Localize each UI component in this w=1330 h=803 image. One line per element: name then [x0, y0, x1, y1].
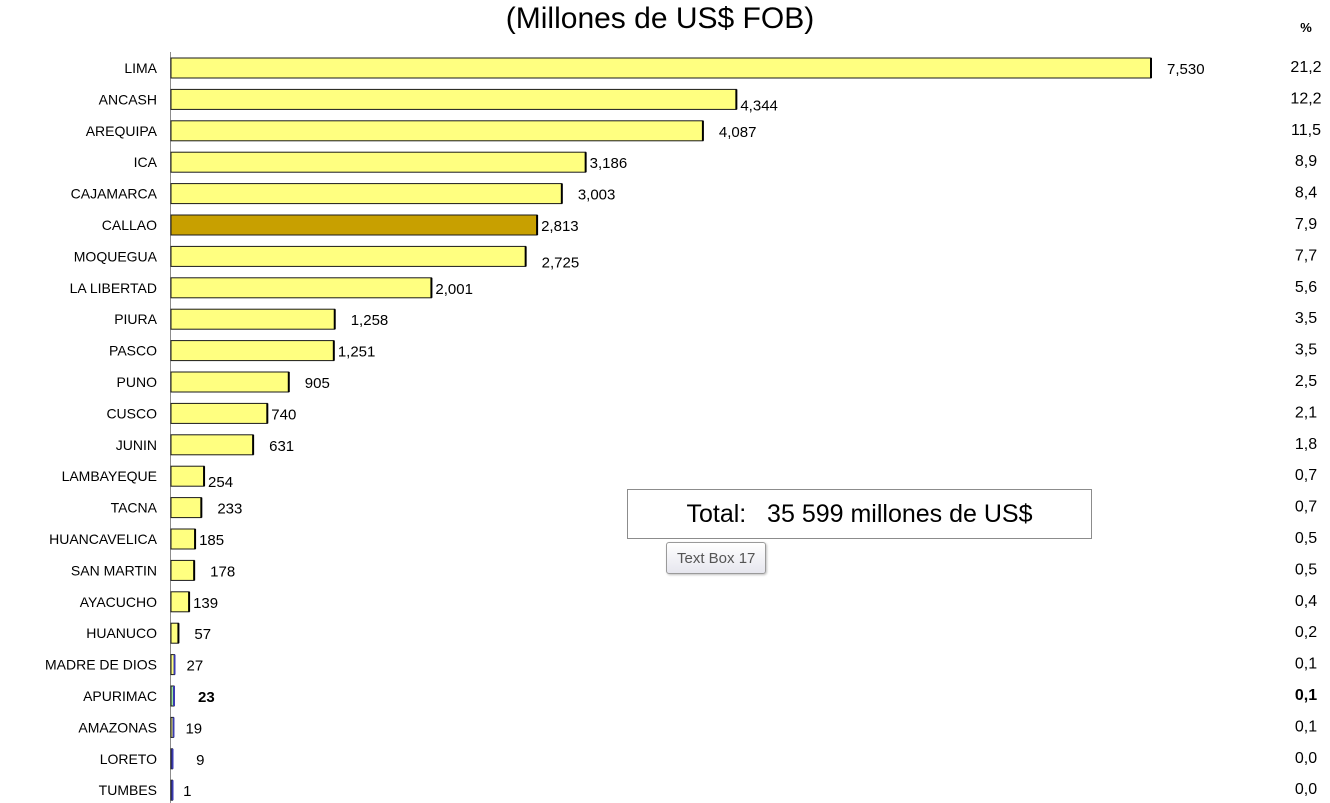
category-label-pasco: PASCO	[109, 343, 157, 359]
percent-label-huanuco: 0,2	[1295, 624, 1317, 641]
percent-label-ica: 8,9	[1295, 153, 1317, 170]
category-label-san-martin: SAN MARTIN	[71, 562, 157, 578]
bar-junin	[170, 434, 254, 456]
category-label-huanuco: HUANUCO	[86, 625, 157, 641]
percent-label-pasco: 3,5	[1295, 342, 1317, 359]
bar-puno	[170, 371, 290, 393]
category-label-ayacucho: AYACUCHO	[80, 594, 157, 610]
percent-label-apurimac: 0,1	[1295, 687, 1317, 704]
bar-tacna	[170, 497, 202, 519]
total-text-box[interactable]: Total: 35 599 millones de US$	[627, 489, 1092, 539]
textbox-tooltip: Text Box 17	[666, 542, 767, 574]
percent-label-tacna: 0,7	[1295, 499, 1317, 516]
category-label-ancash: ANCASH	[99, 91, 157, 107]
category-label-piura: PIURA	[114, 311, 157, 327]
bar-san-martin	[170, 559, 195, 581]
percent-label-lambayeque: 0,7	[1295, 467, 1317, 484]
percent-label-cajamarca: 8,4	[1295, 185, 1317, 202]
percent-label-moquegua: 7,7	[1295, 247, 1317, 264]
percent-label-loreto: 0,0	[1295, 750, 1317, 767]
category-label-la-libertad: LA LIBERTAD	[70, 280, 157, 296]
value-label-tacna: 233	[217, 501, 242, 518]
value-label-loreto: 9	[196, 752, 204, 769]
percent-label-lima: 21,2	[1290, 59, 1321, 76]
chart-title: (Millones de US$ FOB)	[506, 2, 814, 35]
value-label-lima: 7,530	[1167, 61, 1205, 78]
category-label-apurimac: APURIMAC	[83, 688, 157, 704]
bar-piura	[170, 308, 336, 330]
value-label-apurimac: 23	[198, 689, 215, 706]
category-label-moquegua: MOQUEGUA	[74, 248, 158, 264]
value-label-lambayeque: 254	[208, 474, 233, 491]
bar-pasco	[170, 340, 335, 362]
percent-label-callao: 7,9	[1295, 216, 1317, 233]
percent-label-cusco: 2,1	[1295, 404, 1317, 421]
bar-ayacucho	[170, 591, 190, 613]
bar-huancavelica	[170, 528, 196, 550]
percent-label-amazonas: 0,1	[1295, 718, 1317, 735]
category-label-junin: JUNIN	[116, 437, 157, 453]
value-label-callao: 2,813	[541, 218, 579, 235]
percent-label-ancash: 12,2	[1290, 90, 1321, 107]
category-label-tacna: TACNA	[111, 500, 158, 516]
category-label-huancavelica: HUANCAVELICA	[49, 531, 158, 547]
bar-callao	[170, 214, 538, 236]
bar-lambayeque	[170, 465, 205, 487]
value-label-puno: 905	[305, 375, 330, 392]
value-label-la-libertad: 2,001	[435, 281, 473, 298]
value-label-huancavelica: 185	[199, 532, 224, 549]
percent-label-ayacucho: 0,4	[1295, 593, 1317, 610]
bar-ancash	[170, 88, 737, 110]
category-label-amazonas: AMAZONAS	[78, 719, 157, 735]
value-label-madre-de-dios: 27	[187, 658, 204, 675]
value-label-huanuco: 57	[194, 626, 211, 643]
percent-label-arequipa: 11,5	[1291, 122, 1321, 139]
category-label-cajamarca: CAJAMARCA	[71, 186, 158, 202]
value-label-piura: 1,258	[351, 312, 389, 329]
value-label-tumbes: 1	[183, 783, 191, 800]
percent-label-tumbes: 0,0	[1295, 781, 1317, 798]
value-label-ancash: 4,344	[740, 97, 778, 114]
value-label-amazonas: 19	[185, 720, 202, 737]
value-label-ica: 3,186	[590, 155, 628, 172]
bar-huanuco	[170, 622, 179, 644]
category-label-loreto: LORETO	[100, 751, 157, 767]
percent-label-huancavelica: 0,5	[1295, 530, 1317, 547]
percent-label-piura: 3,5	[1295, 310, 1317, 327]
category-label-arequipa: AREQUIPA	[86, 123, 158, 139]
value-label-arequipa: 4,087	[719, 124, 757, 141]
total-label: Total: 35 599 millones de US$	[686, 499, 1033, 528]
bar-la-libertad	[170, 277, 432, 299]
value-label-pasco: 1,251	[338, 344, 376, 361]
category-label-callao: CALLAO	[102, 217, 157, 233]
percent-label-junin: 1,8	[1295, 436, 1317, 453]
category-label-madre-de-dios: MADRE DE DIOS	[45, 657, 157, 673]
percent-column-header: %	[1300, 20, 1312, 35]
percent-label-madre-de-dios: 0,1	[1295, 656, 1317, 673]
value-label-ayacucho: 139	[193, 595, 218, 612]
category-label-cusco: CUSCO	[106, 405, 157, 421]
tooltip-label: Text Box 17	[677, 549, 756, 567]
percent-label-puno: 2,5	[1295, 373, 1317, 390]
bar-lima	[170, 57, 1152, 79]
value-label-junin: 631	[269, 438, 294, 455]
bar-cajamarca	[170, 183, 563, 205]
category-label-lima: LIMA	[124, 60, 157, 76]
bar-arequipa	[170, 120, 704, 142]
category-label-tumbes: TUMBES	[99, 782, 157, 798]
percent-label-san-martin: 0,5	[1295, 561, 1317, 578]
percent-label-la-libertad: 5,6	[1295, 279, 1317, 296]
value-label-cusco: 740	[271, 406, 296, 423]
value-label-cajamarca: 3,003	[578, 187, 616, 204]
category-label-ica: ICA	[134, 154, 158, 170]
value-label-san-martin: 178	[210, 563, 235, 580]
bar-cusco	[170, 402, 268, 424]
category-label-lambayeque: LAMBAYEQUE	[62, 468, 157, 484]
bar-ica	[170, 151, 587, 173]
category-label-puno: PUNO	[117, 374, 158, 390]
bar-moquegua	[170, 245, 527, 267]
value-label-moquegua: 2,725	[542, 254, 580, 271]
